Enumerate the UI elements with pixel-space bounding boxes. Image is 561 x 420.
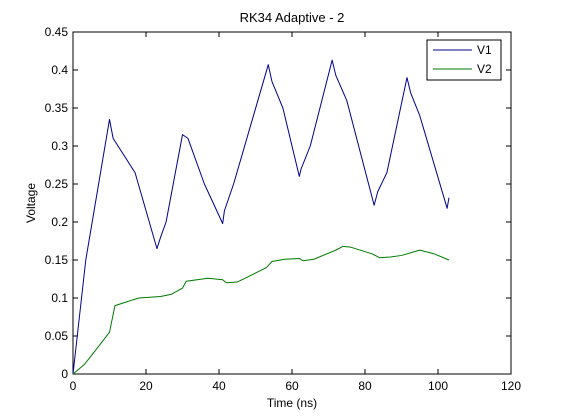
y-tick-label: 0.35 <box>45 101 69 115</box>
x-tick-label: 60 <box>285 379 299 393</box>
y-tick-label: 0.25 <box>45 177 69 191</box>
data-series <box>72 59 450 375</box>
x-tick-label: 0 <box>70 379 77 393</box>
y-tick-label: 0.1 <box>51 291 68 305</box>
legend-label-v1: V1 <box>477 43 492 57</box>
y-tick-label: 0.4 <box>51 63 68 77</box>
y-tick-label: 0.45 <box>45 25 69 39</box>
x-tick-label: 120 <box>501 379 521 393</box>
y-tick-label: 0.15 <box>45 253 69 267</box>
x-tick-label: 80 <box>358 379 372 393</box>
y-axis-title: Voltage <box>24 183 38 223</box>
legend-box <box>426 39 502 81</box>
y-tick-label: 0.05 <box>45 329 69 343</box>
legend: V1 V2 <box>426 39 502 81</box>
axis-ticks: 0 20 40 60 80 100 120 0 0.05 0.1 0.15 0.2 0.25 0.3 0.3… <box>45 25 522 393</box>
chart-title: RK34 Adaptive - 2 <box>240 10 345 25</box>
series-line-v1 <box>72 59 450 375</box>
x-tick-label: 100 <box>428 379 448 393</box>
y-tick-label: 0.3 <box>51 139 68 153</box>
series-line-v2 <box>72 245 450 375</box>
y-tick-label: 0 <box>61 367 68 381</box>
x-tick-label: 40 <box>212 379 226 393</box>
x-axis-title: Time (ns) <box>267 396 317 410</box>
plot-area <box>72 31 512 375</box>
x-tick-label: 20 <box>139 379 153 393</box>
y-tick-label: 0.2 <box>51 215 68 229</box>
legend-label-v2: V2 <box>477 62 492 76</box>
